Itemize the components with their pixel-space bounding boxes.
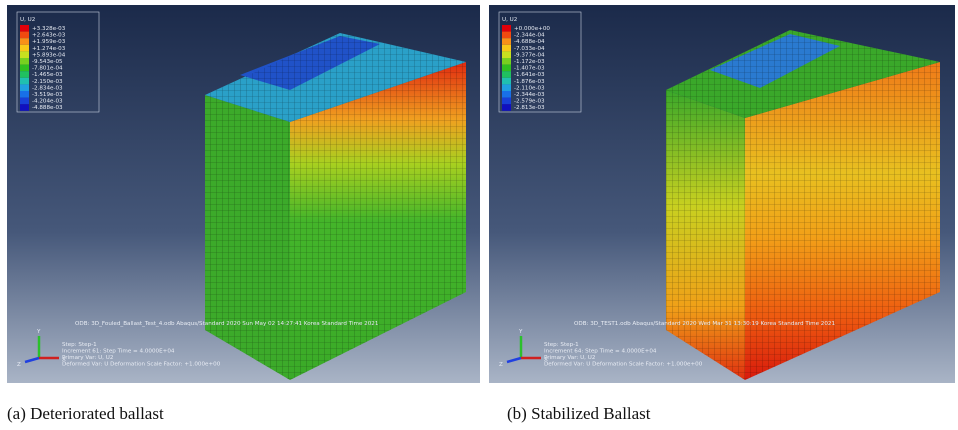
legend-value: -4.204e-03 [32, 99, 63, 105]
legend-value: -4.888e-03 [32, 105, 63, 111]
legend-value: -1.876e-03 [514, 79, 545, 85]
legend-swatch [502, 91, 511, 98]
legend-swatch [502, 38, 511, 45]
legend-swatch [502, 45, 511, 52]
legend-value: +2.643e-03 [32, 33, 66, 39]
legend-swatch [502, 104, 511, 111]
legend-swatch [502, 65, 511, 72]
triad-label: Z [17, 362, 21, 368]
step-info: Step: Step-1 [544, 342, 579, 348]
legend-value: -4.688e-04 [514, 39, 545, 45]
legend-swatch [502, 25, 511, 32]
legend-swatch [20, 58, 29, 65]
step-info: Primary Var: U, U2 [62, 355, 113, 361]
legend-swatch [20, 71, 29, 78]
legend-swatch [20, 25, 29, 32]
triad-label: Y [518, 329, 523, 335]
legend-swatch [20, 38, 29, 45]
odb-info: ODB: 3D_TEST1.odb Abaqus/Standard 2020 W… [574, 321, 835, 327]
legend-swatch [20, 78, 29, 85]
legend-swatch [502, 51, 511, 58]
legend-value: -1.172e-03 [514, 59, 545, 65]
step-info: Primary Var: U, U2 [544, 355, 595, 361]
legend-value: -3.519e-03 [32, 92, 63, 98]
step-info: Increment 64: Step Time = 4.0000E+04 [544, 349, 657, 355]
legend-swatch [20, 104, 29, 111]
legend-value: -2.150e-03 [32, 79, 63, 85]
legend-value: +5.893e-04 [32, 52, 66, 58]
step-info: Deformed Var: U Deformation Scale Factor… [544, 362, 703, 368]
legend-swatch [20, 98, 29, 105]
legend-swatch [502, 71, 511, 78]
legend-value: -7.801e-04 [32, 66, 63, 72]
legend-value: -9.543e-05 [32, 59, 63, 65]
legend-value: -2.344e-03 [514, 92, 545, 98]
legend-value: -9.377e-04 [514, 52, 545, 58]
triad-label: Y [36, 329, 41, 335]
legend-swatch [20, 65, 29, 72]
legend-value: +1.274e-03 [32, 46, 66, 52]
legend-value: -1.465e-03 [32, 72, 63, 78]
legend-value: +0.000e+00 [514, 26, 550, 32]
legend-swatch [20, 91, 29, 98]
legend-swatch [502, 58, 511, 65]
legend-swatch [20, 32, 29, 39]
legend-value: -7.033e-04 [514, 46, 545, 52]
triad-label: Z [499, 362, 503, 368]
legend-value: -2.834e-03 [32, 85, 63, 91]
step-info: Step: Step-1 [62, 342, 97, 348]
step-info: Deformed Var: U Deformation Scale Factor… [62, 362, 221, 368]
legend-value: +1.959e-03 [32, 39, 66, 45]
legend-value: -1.641e-03 [514, 72, 545, 78]
odb-info: ODB: 3D_Fouled_Ballast_Test_4.odb Abaqus… [75, 321, 379, 327]
caption: (b) Stabilized Ballast [507, 404, 651, 423]
legend-value: -2.344e-04 [514, 33, 545, 39]
legend-swatch [20, 84, 29, 91]
caption: (a) Deteriorated ballast [7, 404, 164, 423]
legend-value: -2.110e-03 [514, 85, 545, 91]
legend-title: U, U2 [20, 17, 35, 23]
legend-swatch [502, 32, 511, 39]
legend-value: -1.407e-03 [514, 66, 545, 72]
legend-swatch [20, 45, 29, 52]
figure: U, U2 +3.328e-03+2.643e-03+1.959e-03+1.27… [0, 0, 958, 430]
triad-label: X [544, 357, 548, 363]
legend-title: U, U2 [502, 17, 517, 23]
step-info: Increment 61: Step Time = 4.0000E+04 [62, 349, 175, 355]
legend-value: -2.813e-03 [514, 105, 545, 111]
legend-value: -2.579e-03 [514, 99, 545, 105]
legend-swatch [502, 98, 511, 105]
legend-swatch [502, 84, 511, 91]
triad-label: X [62, 357, 66, 363]
legend-swatch [502, 78, 511, 85]
legend-value: +3.328e-03 [32, 26, 66, 32]
legend-swatch [20, 51, 29, 58]
